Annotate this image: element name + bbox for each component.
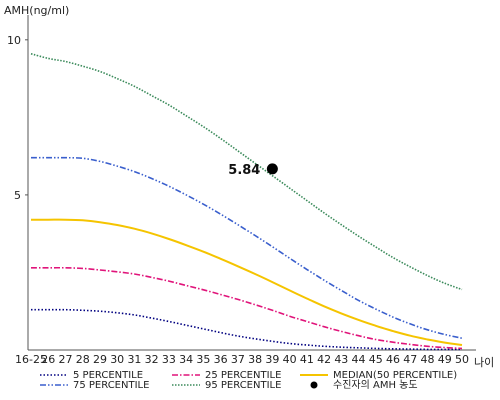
x-tick-label: 35 <box>196 353 210 366</box>
legend: 5 PERCENTILE 25 PERCENTILE MEDIAN(50 PERCE… <box>40 370 457 391</box>
x-tick-label: 47 <box>403 353 417 366</box>
legend-label-95: 95 PERCENTILE <box>205 380 281 391</box>
series-group <box>30 53 463 351</box>
x-tick-label: 43 <box>334 353 348 366</box>
series-line-5 <box>31 308 462 351</box>
legend-label-75: 75 PERCENTILE <box>73 380 149 391</box>
x-tick-label: 27 <box>58 353 72 366</box>
x-tick-label: 33 <box>162 353 176 366</box>
x-tick-label: 28 <box>76 353 90 366</box>
x-tick-label: 39 <box>265 353 279 366</box>
y-tick-label: 10 <box>7 34 21 47</box>
legend-label-dot: 수진자의 AMH 농도 <box>333 379 418 391</box>
x-tick-label: 29 <box>93 353 107 366</box>
x-tick-label: 48 <box>421 353 435 366</box>
legend-label-5: 5 PERCENTILE <box>73 370 143 381</box>
x-tick-label: 31 <box>127 353 141 366</box>
legend-swatch-dot <box>310 381 318 389</box>
x-tick-label: 46 <box>386 353 400 366</box>
x-tick-label: 41 <box>300 353 314 366</box>
x-tick-label: 37 <box>231 353 245 366</box>
x-tick-label: 40 <box>283 353 297 366</box>
x-tick-label: 26 <box>41 353 55 366</box>
x-tick-label: 50 <box>455 353 469 366</box>
patient-amh-point <box>266 163 278 175</box>
x-tick-label: 32 <box>145 353 159 366</box>
x-axis-label: 나이 <box>474 356 494 369</box>
series-line-median <box>31 218 463 346</box>
x-tick-label: 16-25 <box>15 353 47 366</box>
legend-label-25: 25 PERCENTILE <box>205 370 281 381</box>
x-tick-label: 38 <box>248 353 262 366</box>
patient-amh-value: 5.84 <box>228 163 260 178</box>
x-tick-label: 34 <box>179 353 193 366</box>
x-tick-label: 49 <box>438 353 452 366</box>
x-tick-label: 44 <box>352 353 366 366</box>
x-tick-label: 36 <box>214 353 228 366</box>
x-tick-label: 30 <box>110 353 124 366</box>
y-tick-label: 5 <box>14 189 21 202</box>
y-axis-label: AMH(ng/ml) <box>4 4 69 17</box>
legend-label-50: MEDIAN(50 PERCENTILE) <box>333 370 457 381</box>
x-tick-label: 42 <box>317 353 331 366</box>
series-line-25 <box>31 266 463 350</box>
x-tick-label: 45 <box>369 353 383 366</box>
highlight-group: 5.84 <box>228 163 278 178</box>
series-line-75 <box>30 156 463 339</box>
series-line-95 <box>30 53 463 291</box>
